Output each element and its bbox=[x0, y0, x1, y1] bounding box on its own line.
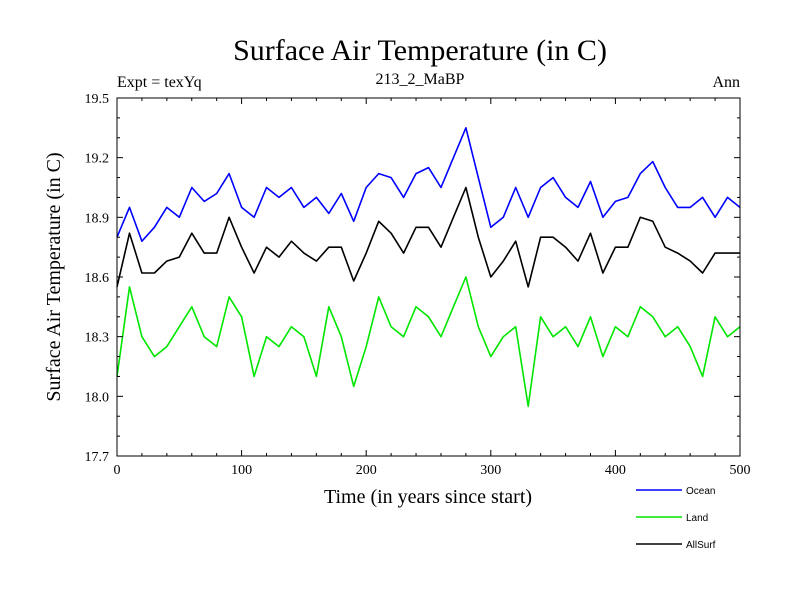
x-tick-label: 0 bbox=[114, 463, 121, 478]
x-tick-label: 200 bbox=[356, 463, 377, 478]
x-tick-label: 500 bbox=[730, 463, 751, 478]
series-line-land bbox=[116, 276, 741, 408]
legend-label-ocean: Ocean bbox=[686, 486, 715, 497]
chart-title: Surface Air Temperature (in C) bbox=[233, 34, 607, 67]
x-axis: 0 100 200 300 400 500 bbox=[114, 98, 751, 478]
x-tick-label: 300 bbox=[480, 463, 501, 478]
plot-frame bbox=[116, 97, 741, 457]
y-tick-label: 19.2 bbox=[85, 152, 110, 167]
y-axis: 17.7 18.0 18.3 18.6 18.9 19.2 19.5 bbox=[85, 92, 740, 465]
legend-label-land: Land bbox=[686, 513, 708, 524]
x-axis-title: Time (in years since start) bbox=[324, 486, 532, 508]
y-tick-label: 18.0 bbox=[85, 390, 110, 405]
legend-label-allsurf: AllSurf bbox=[686, 540, 716, 551]
y-tick-label: 17.7 bbox=[85, 450, 110, 465]
chart-subtitle: 213_2_MaBP bbox=[376, 71, 465, 88]
experiment-label: Expt = texYq bbox=[117, 74, 202, 91]
y-tick-label: 18.6 bbox=[85, 271, 110, 286]
y-tick-label: 18.9 bbox=[85, 211, 110, 226]
legend: Ocean Land AllSurf bbox=[636, 486, 716, 551]
y-tick-label: 19.5 bbox=[85, 92, 110, 107]
x-tick-label: 400 bbox=[605, 463, 626, 478]
x-tick-label: 100 bbox=[231, 463, 252, 478]
plot-series-group bbox=[116, 127, 741, 408]
y-tick-label: 18.3 bbox=[85, 331, 110, 346]
y-axis-title: Surface Air Temperature (in C) bbox=[43, 152, 65, 401]
series-line-ocean bbox=[116, 127, 741, 242]
season-label: Ann bbox=[712, 74, 740, 91]
series-line-allsurf bbox=[116, 186, 740, 288]
